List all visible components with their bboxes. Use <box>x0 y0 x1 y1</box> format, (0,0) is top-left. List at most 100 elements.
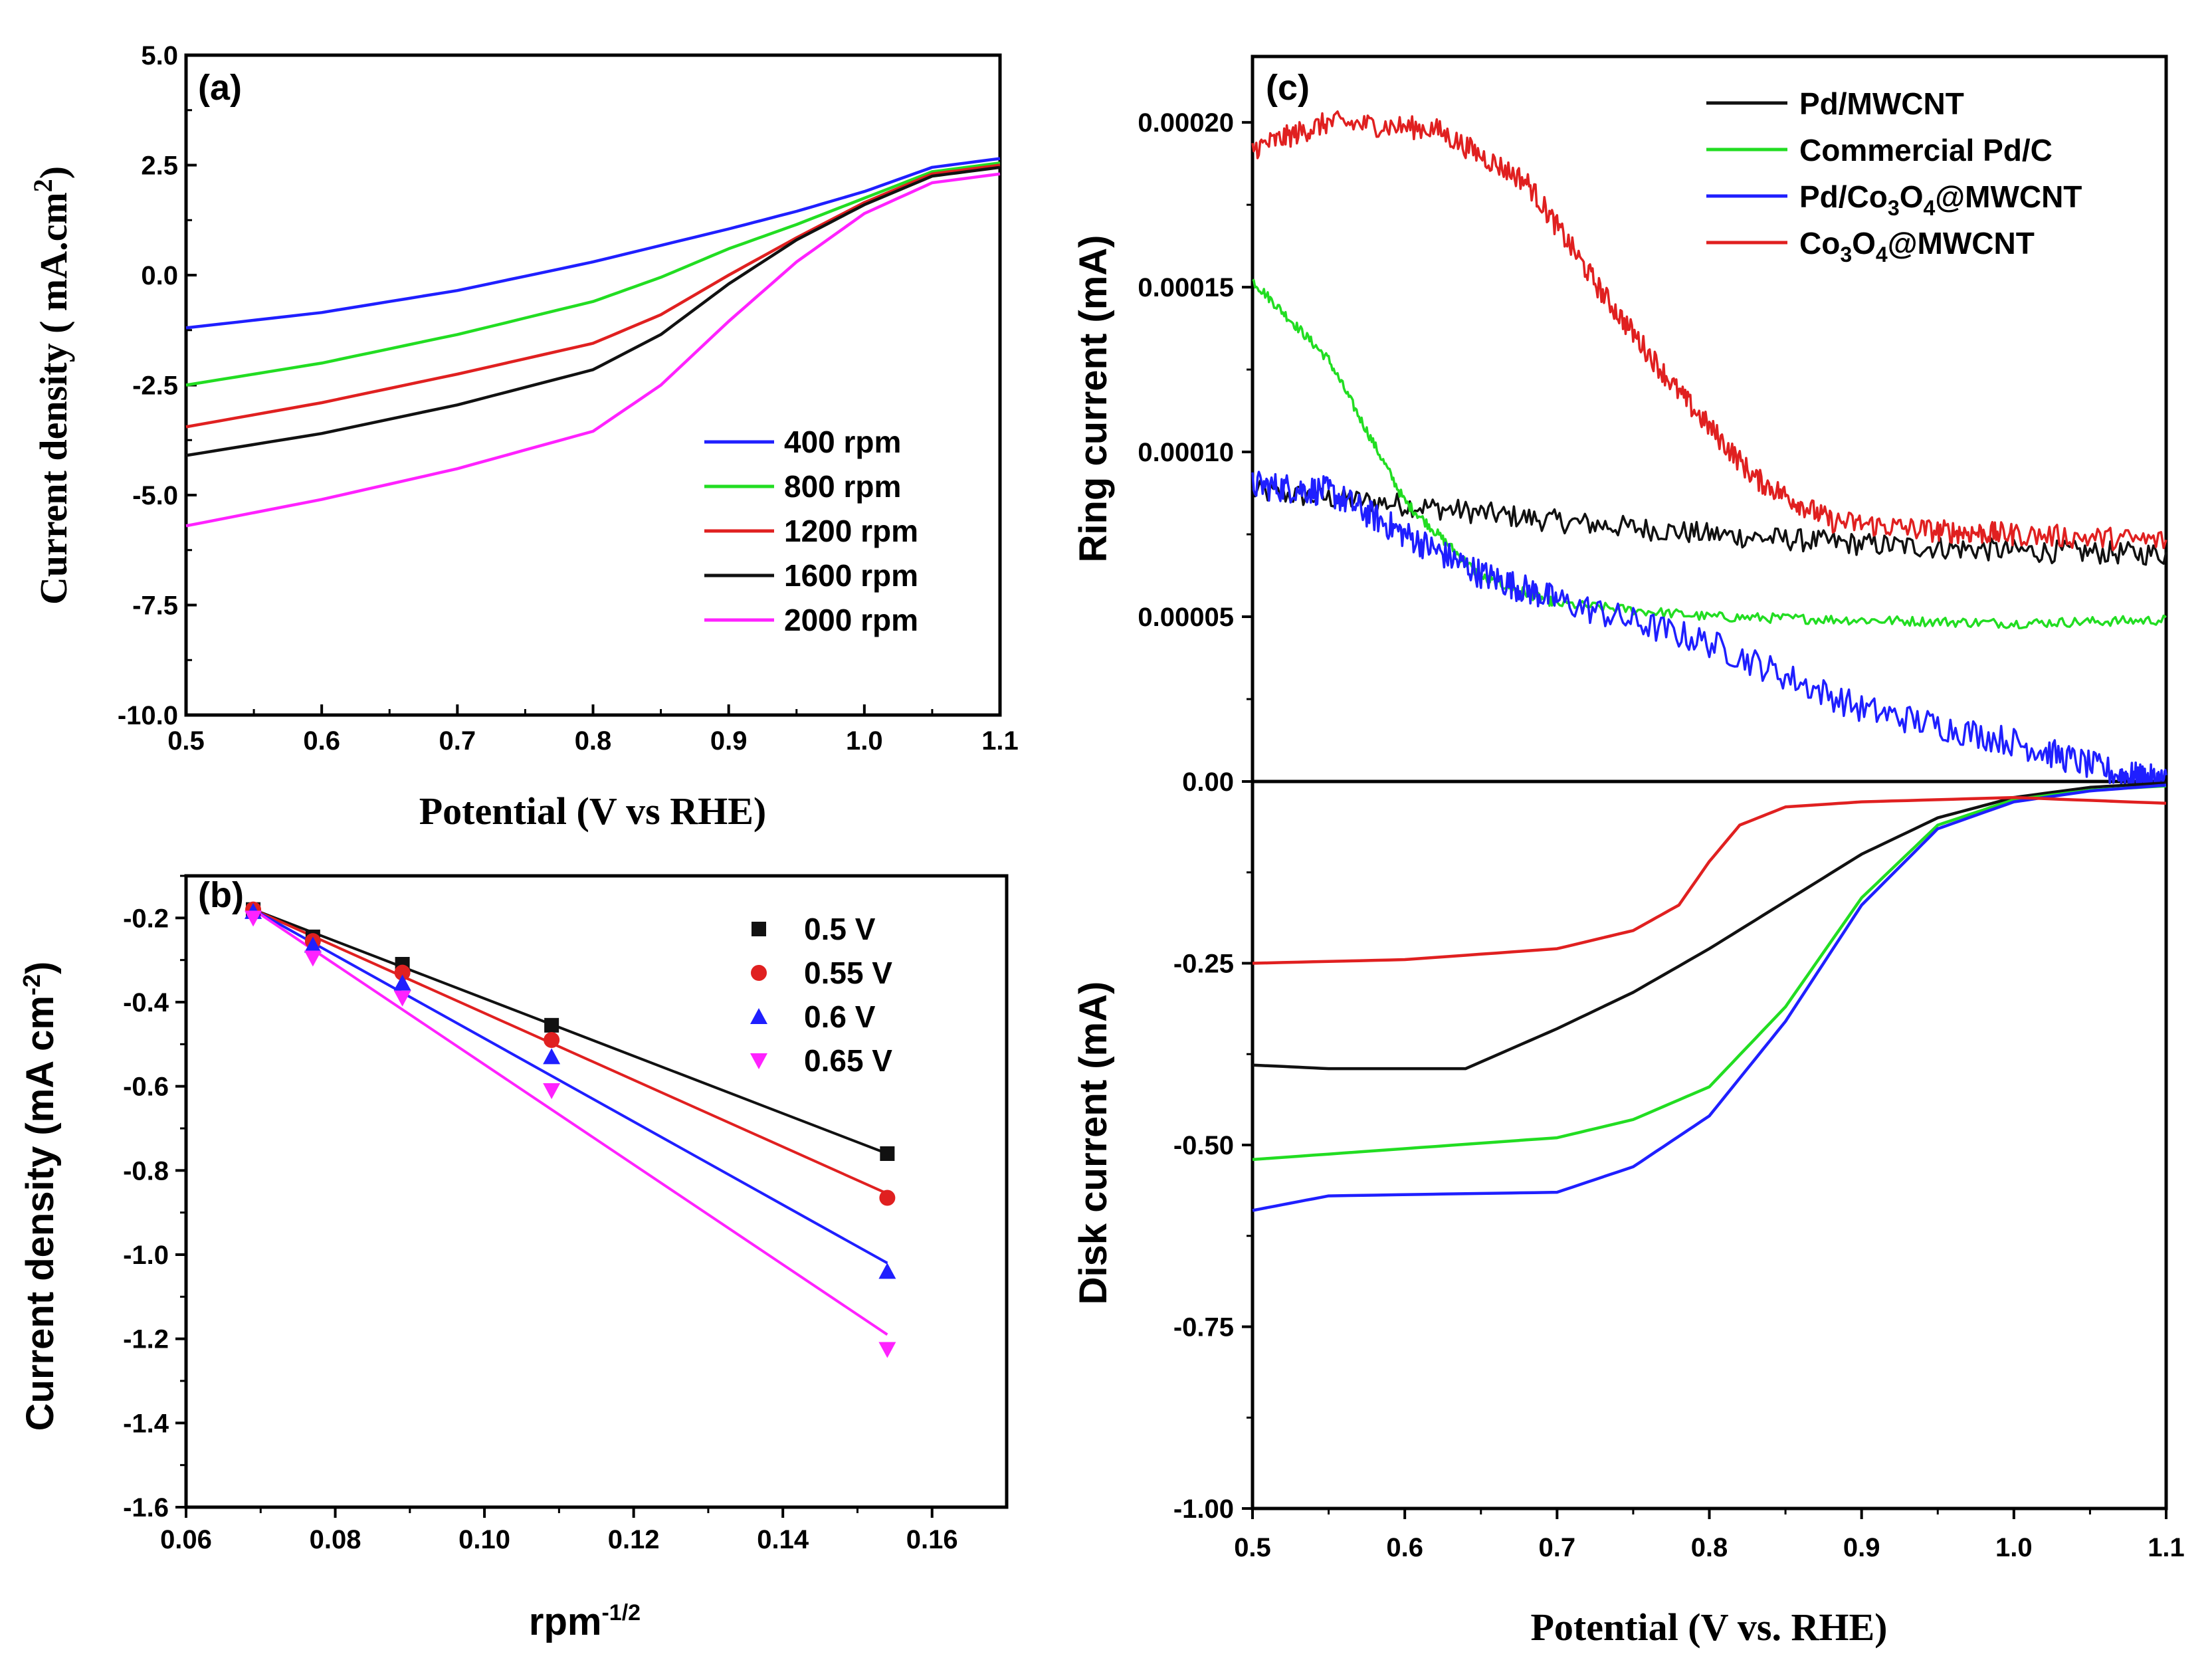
panel-a-y-tick-label: 5.0 <box>141 41 178 70</box>
panel-c-ring-series-pd-co3o4-mwcnt-line <box>1251 470 2167 786</box>
legend-label-part: @MWCNT <box>1935 179 2082 214</box>
panel-b-y-label-sup: -2 <box>18 974 45 995</box>
panel-b-point-0-65-v <box>393 990 411 1007</box>
legend-label-part: Pd/Co <box>1799 179 1888 214</box>
panel-b-legend-marker-0-55-v <box>751 965 767 981</box>
panel-b-x-tick-label: 0.06 <box>160 1525 212 1554</box>
panel-c-ring-y-axis-label: Ring current (mA) <box>1072 235 1115 563</box>
panel-b-legend: 0.5 V 0.55 V 0.6 V 0.65 V <box>750 912 892 1078</box>
panel-b-x-tick-label: 0.12 <box>608 1525 660 1554</box>
panel-a-x-tick-label: 0.8 <box>575 726 612 756</box>
panel-a-x-tick-label: 0.5 <box>167 726 205 756</box>
panel-c-disk-series-commercial-pd-c-line <box>1252 784 2167 1162</box>
panel-b-fit-line-0-55-v <box>252 908 888 1195</box>
panel-c-legend-label-co3o4-mwcnt: Co3O4@MWCNT <box>1799 226 2035 266</box>
panel-b-point-0-65-v <box>245 910 262 927</box>
legend-label-part: 3 <box>1888 196 1900 220</box>
panel-c-chart: 0.5 0.6 0.7 0.8 0.9 1.0 1.10.000200.000150.000… <box>1072 54 2185 1649</box>
panel-c-x-tick-label: 1.0 <box>1995 1533 2033 1562</box>
panel-b-fit-line-0-65-v <box>252 908 888 1336</box>
panel-c-x-tick-label: 0.7 <box>1539 1533 1576 1562</box>
panel-a-legend-label-1600-rpm: 1600 rpm <box>784 558 918 593</box>
panel-b-legend-marker-0-5-v <box>752 922 766 936</box>
panel-b-point-0-5-v <box>880 1146 895 1161</box>
panel-b-y-tick-label: -1.4 <box>123 1409 169 1438</box>
panel-a-series-2000-rpm-line <box>185 172 1001 528</box>
panel-b-fit-line-0-6-v <box>252 908 888 1265</box>
panel-b-point-0-6-v <box>304 936 322 953</box>
panel-b-legend-label-0-5-v: 0.5 V <box>804 912 876 946</box>
panel-c-ring-y-tick-label: 0.00005 <box>1138 603 1234 632</box>
panel-c-disk-series-pd-mwcnt-line <box>1252 781 2167 1071</box>
panel-c-x-tick-label: 0.5 <box>1234 1533 1271 1562</box>
panel-b-point-0-55-v <box>544 1032 560 1048</box>
panel-c-label: (c) <box>1266 68 1310 108</box>
legend-label-part: 4 <box>1923 196 1935 220</box>
panel-b-y-tick-label: -1.6 <box>123 1493 169 1522</box>
panel-b-point-0-65-v <box>878 1342 896 1358</box>
panel-a-x-tick-label: 0.6 <box>303 726 340 756</box>
panel-b-x-tick-label: 0.10 <box>458 1525 510 1554</box>
panel-a-y-label-end: ) <box>32 166 75 179</box>
panel-b-x-tick-label: 0.14 <box>757 1525 809 1554</box>
panel-a-x-axis-label: Potential (V vs RHE) <box>419 789 767 833</box>
panel-c-disk-y-tick-label: -1.00 <box>1173 1495 1234 1524</box>
panel-b-point-0-65-v <box>543 1083 561 1099</box>
panel-b-y-tick-label: -0.6 <box>123 1073 169 1102</box>
panel-b-point-0-6-v <box>543 1048 561 1065</box>
panel-b-y-tick-label: -1.0 <box>123 1241 169 1270</box>
panel-b-y-tick-label: -1.2 <box>123 1325 169 1354</box>
panel-a-y-label-main: Current density ( mA.cm <box>32 192 75 605</box>
panel-b-point-0-65-v <box>304 950 322 967</box>
panel-b-y-tick-label: -0.2 <box>123 904 169 933</box>
panel-c-legend-label-commercial-pd-c: Commercial Pd/C <box>1799 133 2053 167</box>
panel-c-disk-series-co3o4-mwcnt-line <box>1252 795 2167 965</box>
panel-b-x-axis-label: rpm-1/2 <box>529 1600 641 1643</box>
legend-label-part: O <box>1900 179 1924 214</box>
panel-a-legend-label-400-rpm: 400 rpm <box>784 425 901 459</box>
panel-b-legend-marker-0-65-v <box>750 1053 767 1069</box>
legend-label-part: Co <box>1799 226 1840 260</box>
panel-b-x-label-main: rpm <box>529 1600 602 1643</box>
panel-c-disk-y-axis-label: Disk current (mA) <box>1072 982 1115 1305</box>
panel-c-ring-series-co3o4-mwcnt-line <box>1251 110 2167 552</box>
panel-c-disk-y-tick-label: -0.25 <box>1173 950 1234 979</box>
panel-a-y-tick-label: -5.0 <box>132 481 178 510</box>
panel-c-ring-series-commercial-pd-c-line <box>1252 278 2167 629</box>
panel-a-x-tick-label: 0.7 <box>439 726 476 756</box>
panel-b-y-axis-label: Current density (mA cm-2) <box>18 962 62 1431</box>
panel-b-point-0-6-v <box>393 974 411 991</box>
panel-b-point-0-6-v <box>878 1263 896 1279</box>
panel-a-series-800-rpm-line <box>185 161 1001 387</box>
panel-b-label: (b) <box>198 875 244 915</box>
panel-b-point-0-5-v <box>544 1017 559 1033</box>
panel-a-label: (a) <box>198 68 242 108</box>
legend-label-part: 4 <box>1876 243 1888 266</box>
panel-b-x-tick-label: 0.08 <box>310 1525 361 1554</box>
legend-label-part: @MWCNT <box>1888 226 2035 260</box>
panel-a-y-axis-label: Current density ( mA.cm2) <box>28 166 75 605</box>
panel-b-y-tick-label: -0.4 <box>123 988 169 1017</box>
panel-c-x-tick-label: 1.1 <box>2148 1533 2185 1562</box>
panel-b-legend-label-0-6-v: 0.6 V <box>804 999 876 1034</box>
panel-b-x-label-sup: -1/2 <box>601 1600 641 1625</box>
panel-a-y-tick-label: -7.5 <box>132 591 178 621</box>
panel-b-x-tick-label: 0.16 <box>906 1525 958 1554</box>
panel-b-y-tick-label: -0.8 <box>123 1156 169 1186</box>
panel-b-legend-label-0-65-v: 0.65 V <box>804 1043 892 1078</box>
panel-b-point-0-55-v <box>394 964 411 981</box>
panel-a-legend-label-1200-rpm: 1200 rpm <box>784 514 918 548</box>
panel-c-disk-y-tick-label: -0.75 <box>1173 1313 1234 1342</box>
panel-a-x-tick-label: 1.1 <box>981 726 1019 756</box>
panel-a-legend-label-800-rpm: 800 rpm <box>784 469 901 504</box>
panel-c-ring-y-tick-label: 0.00020 <box>1138 108 1234 138</box>
panel-b-legend-label-0-55-v: 0.55 V <box>804 956 892 990</box>
legend-label-part: 3 <box>1840 243 1852 266</box>
panel-a-y-label-sup: 2 <box>28 179 58 192</box>
panel-b-frame <box>184 874 1009 1509</box>
panel-b-chart: 0.06 0.08 0.10 0.12 0.14 0.16 -0.2 -0.4 -0.6 -0.8… <box>18 874 1009 1643</box>
panel-c-ring-y-tick-label: 0.00 <box>1182 768 1234 797</box>
panel-c-legend-label-pd-mwcnt: Pd/MWCNT <box>1799 86 1964 121</box>
